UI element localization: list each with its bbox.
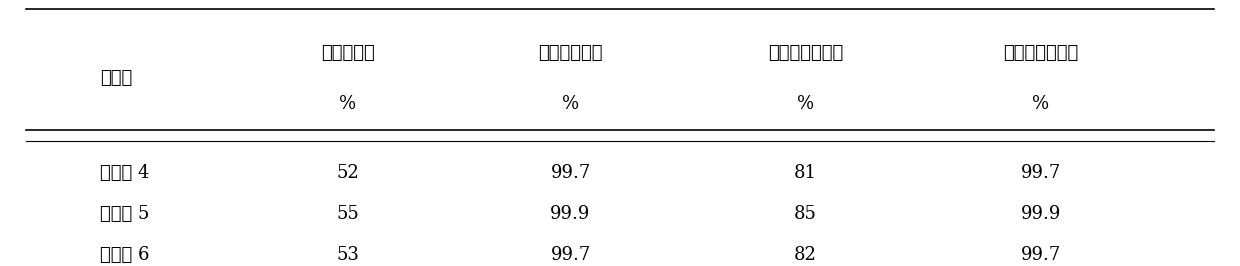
Text: 催化剂 4: 催化剂 4 bbox=[100, 164, 150, 182]
Text: 99.9: 99.9 bbox=[1021, 205, 1061, 223]
Text: 酯交换选择性: 酯交换选择性 bbox=[538, 44, 603, 62]
Text: 催化剂 6: 催化剂 6 bbox=[100, 246, 150, 264]
Text: 苯酚转化率: 苯酚转化率 bbox=[321, 44, 374, 62]
Text: 99.7: 99.7 bbox=[1021, 164, 1060, 182]
Text: 催化剂: 催化剂 bbox=[100, 69, 133, 87]
Text: 99.7: 99.7 bbox=[1021, 246, 1060, 264]
Text: %: % bbox=[562, 95, 579, 113]
Text: 99.9: 99.9 bbox=[551, 205, 590, 223]
Text: 99.7: 99.7 bbox=[551, 164, 590, 182]
Text: %: % bbox=[1032, 95, 1049, 113]
Text: 53: 53 bbox=[336, 246, 360, 264]
Text: 55: 55 bbox=[336, 205, 360, 223]
Text: 81: 81 bbox=[794, 164, 817, 182]
Text: 52: 52 bbox=[336, 164, 360, 182]
Text: %: % bbox=[340, 95, 356, 113]
Text: 催化剂 5: 催化剂 5 bbox=[100, 205, 150, 223]
Text: 85: 85 bbox=[794, 205, 817, 223]
Text: 碳酸二苯酯纯度: 碳酸二苯酯纯度 bbox=[1003, 44, 1079, 62]
Text: 82: 82 bbox=[794, 246, 817, 264]
Text: 99.7: 99.7 bbox=[551, 246, 590, 264]
Text: %: % bbox=[797, 95, 815, 113]
Text: 碳酸二苯酯产率: 碳酸二苯酯产率 bbox=[768, 44, 843, 62]
